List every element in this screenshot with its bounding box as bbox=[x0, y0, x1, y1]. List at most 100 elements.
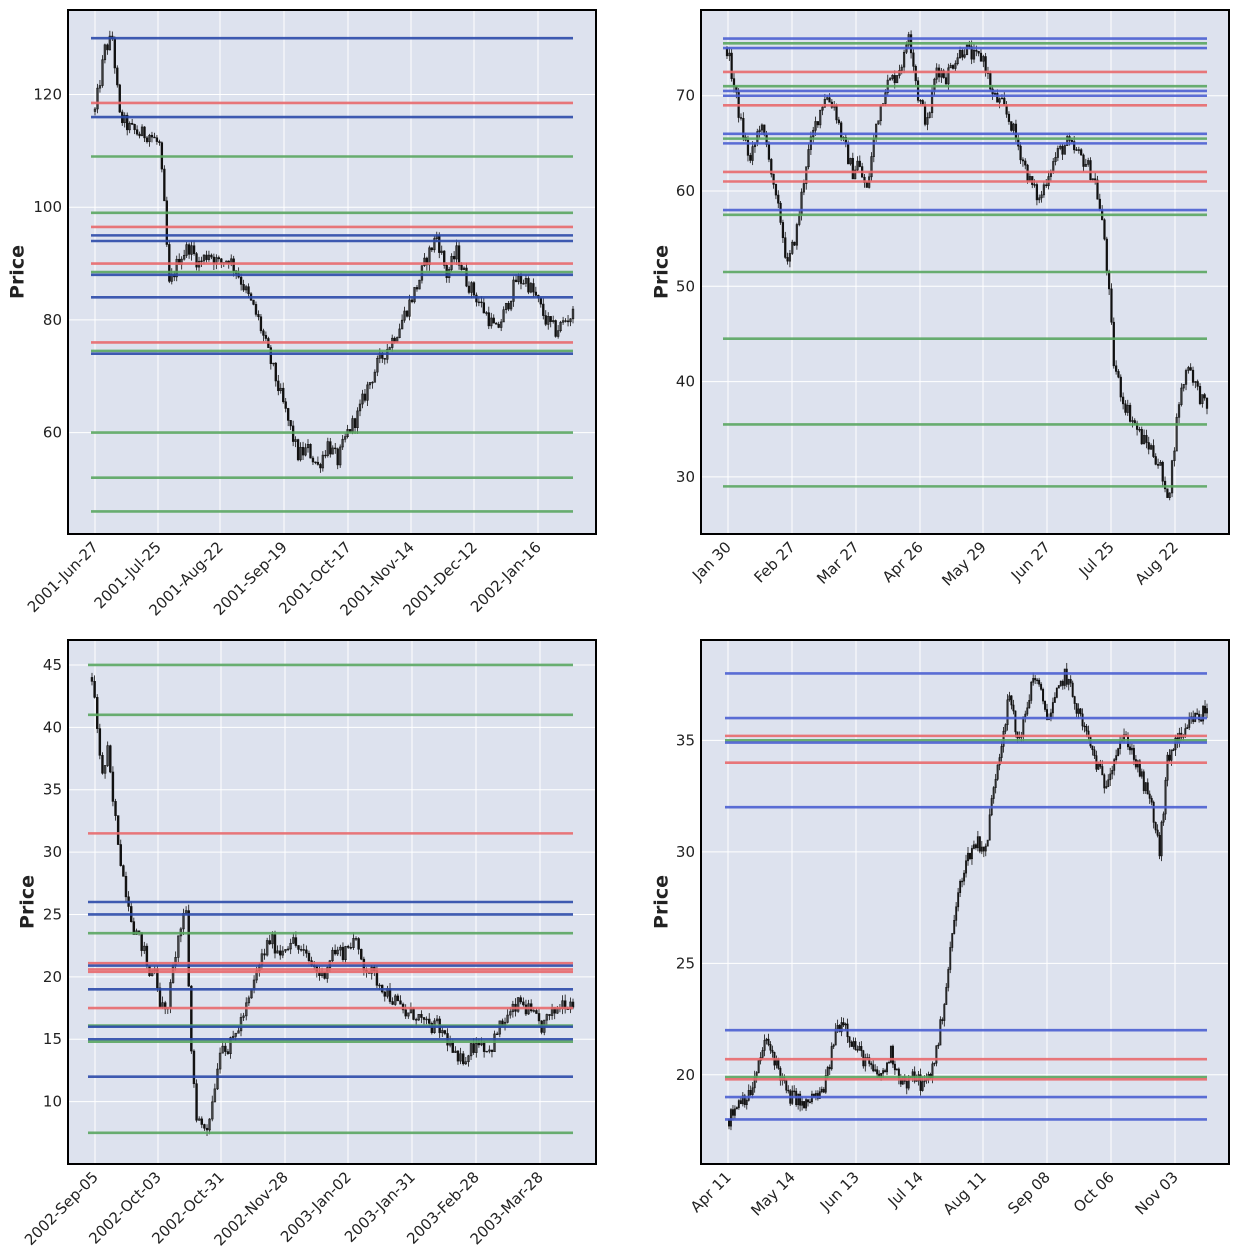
candle-body bbox=[115, 801, 117, 815]
candle-body bbox=[922, 100, 924, 104]
candle-body bbox=[1082, 714, 1083, 726]
candle-body bbox=[253, 300, 255, 304]
candle-body bbox=[141, 932, 143, 950]
x-tick-label: Jul 14 bbox=[884, 1168, 927, 1211]
chart-panel-4: 20 25 30 35 Apr 11 May 14 Jun 13 Jul 14 Aug 11 Se… bbox=[651, 640, 1230, 1220]
candle-body bbox=[978, 51, 980, 53]
candle-body bbox=[829, 98, 831, 102]
candle-body bbox=[857, 1050, 858, 1051]
candle-body bbox=[462, 1054, 464, 1064]
candle-body bbox=[193, 1051, 195, 1084]
candle-body bbox=[969, 45, 971, 47]
candle-body bbox=[740, 118, 742, 119]
candle-body bbox=[985, 57, 987, 73]
candle-body bbox=[347, 946, 349, 947]
candle-body bbox=[962, 50, 964, 57]
candle-body bbox=[1062, 146, 1064, 154]
candle-body bbox=[913, 53, 915, 66]
candle-body bbox=[483, 303, 485, 313]
y-tick-label: 45 bbox=[43, 656, 62, 674]
candle-body bbox=[803, 1101, 804, 1108]
candle-body bbox=[117, 816, 119, 845]
candle-body bbox=[112, 772, 114, 801]
candle-body bbox=[431, 248, 433, 250]
y-tick-label: 70 bbox=[676, 87, 695, 105]
candle-body bbox=[163, 169, 165, 201]
candle-body bbox=[269, 941, 271, 944]
y-tick-label: 120 bbox=[33, 86, 62, 104]
candle-body bbox=[1044, 701, 1045, 709]
candle-body bbox=[297, 440, 299, 460]
candle-body bbox=[206, 255, 208, 260]
x-tick-label: Apr 11 bbox=[687, 1168, 735, 1216]
x-tick-label: Jun 27 bbox=[1007, 538, 1054, 585]
candle-body bbox=[872, 1065, 873, 1071]
candle-body bbox=[1199, 386, 1201, 403]
candle-body bbox=[102, 755, 104, 773]
candle-body bbox=[773, 174, 775, 184]
candle-body bbox=[1104, 220, 1106, 239]
candle-body bbox=[1146, 435, 1148, 442]
candle-body bbox=[206, 1128, 208, 1130]
candle-body bbox=[188, 911, 190, 987]
candle-body bbox=[533, 283, 535, 292]
candle-body bbox=[1062, 681, 1063, 685]
candle-body bbox=[139, 134, 141, 136]
candle-body bbox=[496, 1034, 498, 1035]
candle-body bbox=[264, 954, 266, 955]
candle-body bbox=[480, 302, 482, 303]
candle-body bbox=[282, 388, 284, 402]
candle-body bbox=[154, 137, 156, 138]
candle-body bbox=[1070, 679, 1071, 683]
candle-body bbox=[836, 105, 838, 120]
x-tick-label: 2001-Jun-27 bbox=[24, 538, 102, 616]
candle-body bbox=[1099, 199, 1101, 209]
candle-body bbox=[1036, 185, 1038, 200]
candle-body bbox=[1196, 713, 1197, 714]
candle-body bbox=[786, 1081, 787, 1090]
candle-body bbox=[788, 1090, 789, 1091]
candle-body bbox=[550, 316, 552, 321]
candle-body bbox=[483, 1043, 485, 1052]
candle-body bbox=[1011, 696, 1012, 705]
candle-body bbox=[535, 292, 537, 295]
candle-body bbox=[473, 283, 475, 295]
y-axis-label: Price bbox=[651, 245, 673, 299]
candle-body bbox=[1192, 370, 1194, 382]
candle-body bbox=[1078, 150, 1080, 151]
candle-body bbox=[96, 697, 98, 728]
candle-body bbox=[151, 135, 153, 137]
candle-body bbox=[411, 300, 413, 302]
candle-body bbox=[1197, 382, 1199, 387]
candle-body bbox=[540, 298, 542, 304]
x-tick-label: May 14 bbox=[747, 1168, 799, 1220]
candle-body bbox=[847, 144, 849, 164]
candle-body bbox=[188, 245, 190, 255]
candle-body bbox=[337, 449, 339, 465]
candle-body bbox=[549, 1014, 551, 1015]
candle-body bbox=[122, 866, 124, 877]
candle-body bbox=[400, 1001, 402, 1004]
candle-body bbox=[1159, 835, 1160, 856]
x-tick-label: Jan 30 bbox=[688, 538, 735, 585]
candle-body bbox=[945, 78, 947, 84]
candle-body bbox=[1190, 368, 1192, 371]
candle-body bbox=[829, 1067, 830, 1069]
candle-body bbox=[258, 314, 260, 316]
candle-body bbox=[1008, 114, 1010, 121]
y-tick-label: 40 bbox=[43, 718, 62, 736]
candle-body bbox=[324, 455, 326, 456]
candle-body bbox=[275, 363, 277, 381]
candle-body bbox=[277, 381, 279, 391]
candle-body bbox=[457, 1051, 459, 1061]
candle-body bbox=[416, 287, 418, 289]
candle-body bbox=[290, 420, 292, 426]
candle-body bbox=[1129, 747, 1130, 750]
candle-body bbox=[1153, 445, 1155, 456]
y-tick-label: 20 bbox=[676, 1066, 695, 1084]
candle-body bbox=[134, 124, 136, 129]
candle-body bbox=[1106, 239, 1108, 272]
candle-body bbox=[243, 284, 245, 290]
candle-body bbox=[452, 1042, 454, 1053]
